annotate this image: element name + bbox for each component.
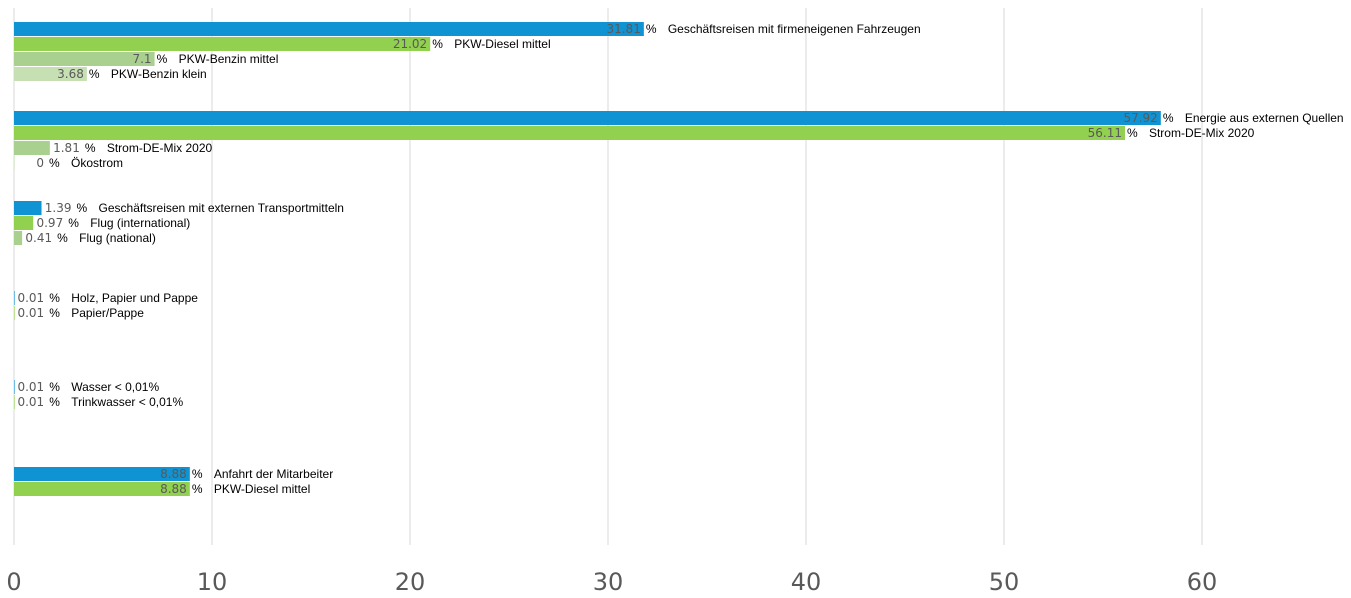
x-tick-label: 40 — [791, 568, 822, 596]
value-label: 0.01 — [17, 306, 44, 320]
bar-sub_primary — [14, 216, 34, 230]
bar-sub_tertiary — [14, 156, 15, 170]
bar-sub_secondary — [14, 231, 23, 245]
percent-sign: % — [49, 380, 60, 394]
percent-sign: % — [49, 395, 60, 409]
value-label: 0.41 — [25, 231, 52, 245]
bar-sub_primary — [14, 395, 15, 409]
percent-sign: % — [77, 201, 88, 215]
bar-category-label: PKW-Diesel mittel — [454, 37, 550, 51]
percent-sign: % — [1127, 126, 1138, 140]
percent-sign: % — [85, 141, 96, 155]
value-label: 8.88 — [160, 482, 187, 496]
value-label: 0.01 — [17, 291, 44, 305]
bar-category — [14, 291, 15, 305]
value-label: 0.97 — [36, 216, 63, 230]
value-label: 8.88 — [160, 467, 187, 481]
bar-sub_secondary — [14, 52, 155, 66]
bar-category-label: PKW-Benzin klein — [111, 67, 207, 81]
percent-sign: % — [1163, 111, 1174, 125]
bar-sub_secondary — [14, 141, 50, 155]
bar-category-label: Strom-DE-Mix 2020 — [107, 141, 213, 155]
x-axis-ticks: 0 10 20 30 40 50 60 — [6, 568, 1217, 596]
bar-category — [14, 467, 190, 481]
value-label: 57.92 — [1123, 111, 1157, 125]
value-label: 3.68 — [57, 67, 84, 81]
bar-sub_tertiary — [14, 67, 87, 81]
x-tick-label: 20 — [395, 568, 426, 596]
percent-sign: % — [57, 231, 68, 245]
percent-sign: % — [49, 156, 60, 170]
x-tick-label: 10 — [197, 568, 228, 596]
bar-category-label: Anfahrt der Mitarbeiter — [214, 467, 333, 481]
x-tick-label: 30 — [593, 568, 624, 596]
percent-sign: % — [192, 482, 203, 496]
percent-sign: % — [646, 22, 657, 36]
bar-labels: 31.81% Geschäftsreisen mit firmeneigenen … — [17, 22, 1343, 496]
bar-category-label: Papier/Pappe — [71, 306, 144, 320]
percent-sign: % — [68, 216, 79, 230]
value-label: 21.02 — [393, 37, 427, 51]
bar-category-label: Strom-DE-Mix 2020 — [1149, 126, 1255, 140]
bar-sub_primary — [14, 126, 1125, 140]
percent-sign: % — [157, 52, 168, 66]
bar-category-label: Flug (national) — [79, 231, 156, 245]
percent-sign: % — [49, 291, 60, 305]
value-label: 0.01 — [17, 395, 44, 409]
bar-sub_primary — [14, 306, 15, 320]
value-label: 0 — [36, 156, 44, 170]
x-tick-label: 0 — [6, 568, 21, 596]
bar-category-label: Flug (international) — [90, 216, 190, 230]
value-label: 1.81 — [53, 141, 80, 155]
bar-category-label: PKW-Benzin mittel — [179, 52, 279, 66]
bar-category-label: Holz, Papier und Pappe — [71, 291, 198, 305]
percent-sign: % — [192, 467, 203, 481]
bar-category-label: Geschäftsreisen mit firmeneigenen Fahrze… — [668, 22, 921, 36]
percent-sign: % — [49, 306, 60, 320]
percent-sign: % — [89, 67, 100, 81]
percent-sign: % — [432, 37, 443, 51]
bar-sub_primary — [14, 37, 431, 51]
bar-category — [14, 201, 42, 215]
value-label: 56.11 — [1088, 126, 1122, 140]
bar-category — [14, 111, 1161, 125]
bar-category — [14, 22, 644, 36]
gridlines — [13, 8, 1203, 545]
bar-category — [14, 380, 15, 394]
bar-category-label: Geschäftsreisen mit externen Transportmi… — [99, 201, 344, 215]
value-label: 1.39 — [45, 201, 72, 215]
bar-category-label: Ökostrom — [71, 156, 123, 170]
bar-category-label: Wasser < 0,01% — [71, 380, 159, 394]
bar-category-label: PKW-Diesel mittel — [214, 482, 310, 496]
value-label: 7.1 — [132, 52, 151, 66]
value-label: 0.01 — [17, 380, 44, 394]
x-tick-label: 50 — [989, 568, 1020, 596]
x-tick-label: 60 — [1187, 568, 1218, 596]
bars — [14, 22, 1161, 496]
bar-category-label: Trinkwasser < 0,01% — [71, 395, 183, 409]
bar-category-label: Energie aus externen Quellen — [1185, 111, 1344, 125]
bar-sub_primary — [14, 482, 190, 496]
value-label: 31.81 — [606, 22, 640, 36]
